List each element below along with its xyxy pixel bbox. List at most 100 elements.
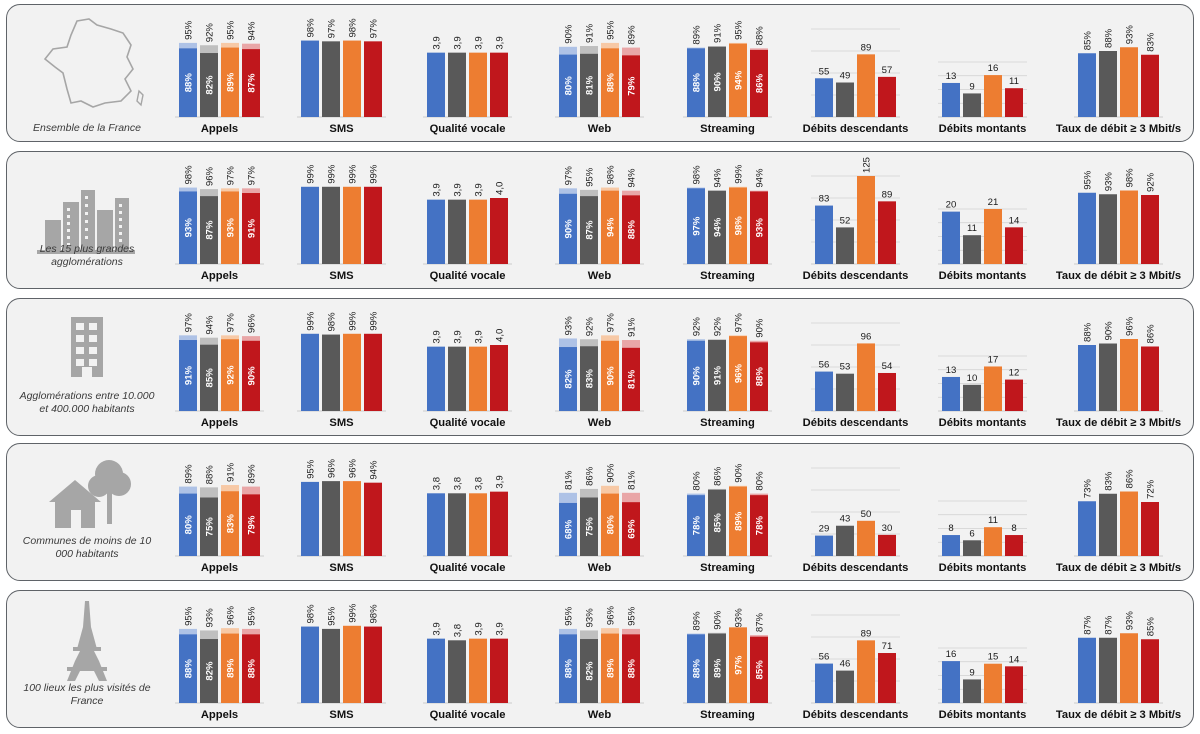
metric-group: 3,9 3,9 3,9 3,9 Qualité vocale <box>423 36 512 135</box>
bar-value-label: 91% <box>226 462 237 482</box>
bar <box>1005 535 1023 556</box>
bar-value-label: 97% <box>226 313 237 333</box>
bar-value-label: 89% <box>247 464 258 484</box>
metric-group: 29 43 50 30 Débits descendants <box>803 467 908 574</box>
bar-value-label: 3,9 <box>453 183 464 196</box>
bar-value-label: 96% <box>1125 316 1136 336</box>
bar-value-label: 95% <box>734 20 745 40</box>
bar-value-label: 95% <box>606 20 617 40</box>
metric-group: 20 11 21 14 Débits montants <box>938 197 1027 282</box>
bar <box>857 54 875 117</box>
bar-inner <box>580 497 598 556</box>
bar <box>1099 637 1117 703</box>
bar-inner-label: 97% <box>692 216 703 236</box>
bar-value-label: 3,8 <box>453 624 464 637</box>
bar-value-label: 95% <box>226 20 237 40</box>
bar-value-label: 90% <box>713 610 724 630</box>
bar <box>1099 493 1117 556</box>
bar-inner <box>559 634 577 703</box>
metric-label: Streaming <box>700 709 755 721</box>
metric-label: Appels <box>201 709 238 721</box>
bar-value-label: 11 <box>1009 76 1019 87</box>
bar-inner <box>622 195 640 264</box>
bar <box>427 346 445 411</box>
bar-value-label: 71 <box>882 641 893 652</box>
metric-group: 91% 97% 85% 94% 92% 97% 90% 96% Appels <box>175 313 264 429</box>
metric-label: SMS <box>329 562 354 574</box>
bar-value-label: 92% <box>585 317 596 337</box>
bar <box>1078 192 1096 264</box>
bar <box>1005 227 1023 264</box>
bar-value-label: 92% <box>205 23 216 43</box>
bar-value-label: 46 <box>840 659 851 670</box>
bar-inner <box>750 342 768 411</box>
bar-value-label: 97% <box>369 19 380 39</box>
bar-inner <box>729 486 747 556</box>
bar-inner <box>179 191 197 264</box>
bar-inner <box>179 48 197 117</box>
bar-value-label: 3,9 <box>453 330 464 343</box>
bar-inner-label: 78% <box>755 516 766 536</box>
metric-label: SMS <box>329 709 354 721</box>
metric-group: 98% 95% 99% 98% SMS <box>297 603 386 721</box>
metric-group: 73% 83% 86% 72% Taux de débit ≥ 3 Mbit/s <box>1056 469 1181 574</box>
bar <box>942 82 960 117</box>
bar-value-label: 49 <box>840 71 851 82</box>
bar-value-label: 90% <box>755 318 766 338</box>
category-icon-wrapper <box>37 190 135 254</box>
metric-label: Web <box>588 270 612 282</box>
bar-inner <box>580 639 598 703</box>
bar <box>427 199 445 264</box>
bar-value-label: 12 <box>1009 368 1020 379</box>
bar <box>301 40 319 118</box>
bar-inner-label: 85% <box>205 368 216 388</box>
bar <box>815 371 833 411</box>
bar <box>963 384 981 411</box>
bar-value-label: 9 <box>969 81 974 92</box>
bar-value-label: 98% <box>327 312 338 332</box>
bar-value-label: 92% <box>1146 172 1157 192</box>
bar <box>1120 190 1138 264</box>
metric-label: Appels <box>201 562 238 574</box>
bar-inner-label: 88% <box>564 659 575 679</box>
bar-value-label: 88% <box>1104 28 1115 48</box>
bar <box>878 76 896 117</box>
bar-value-label: 98% <box>1125 168 1136 188</box>
bar-value-label: 90% <box>1104 321 1115 341</box>
metric-group: 88% 89% 90% 91% 94% 95% 86% 88% Streaming <box>683 20 772 135</box>
bar-value-label: 97% <box>327 19 338 39</box>
bar-inner-label: 91% <box>713 365 724 385</box>
bar-value-label: 95% <box>627 606 638 626</box>
bar-inner-label: 89% <box>226 72 237 92</box>
metric-group: 82% 93% 83% 92% 90% 97% 81% 91% Web <box>555 313 644 429</box>
bar-inner-label: 79% <box>627 76 638 96</box>
bar-inner <box>622 634 640 703</box>
bar-value-label: 92% <box>713 317 724 337</box>
bar-value-label: 95% <box>306 459 317 479</box>
bar-value-label: 98% <box>306 604 317 624</box>
bar-value-label: 94% <box>755 168 766 188</box>
metric-label: Taux de débit ≥ 3 Mbit/s <box>1056 709 1181 721</box>
bar-inner <box>200 196 218 264</box>
metric-group: 56 53 96 54 Débits descendants <box>803 322 908 429</box>
bar-inner-label: 78% <box>692 516 703 536</box>
bar <box>815 663 833 703</box>
bar-inner-label: 80% <box>564 76 575 96</box>
bar-inner <box>179 340 197 411</box>
metric-label: Streaming <box>700 562 755 574</box>
bar <box>469 493 487 556</box>
bar-inner <box>221 47 239 117</box>
metric-label: SMS <box>329 123 354 135</box>
bar <box>364 333 382 411</box>
bar-value-label: 95% <box>184 606 195 626</box>
metric-label: Web <box>588 562 612 574</box>
bar-inner-label: 90% <box>606 366 617 386</box>
bar-inner-label: 89% <box>226 658 237 678</box>
bar-inner-label: 94% <box>734 70 745 90</box>
bar-inner-label: 88% <box>755 367 766 387</box>
bar-inner <box>687 634 705 703</box>
bar <box>469 346 487 411</box>
bar-value-label: 99% <box>369 311 380 331</box>
